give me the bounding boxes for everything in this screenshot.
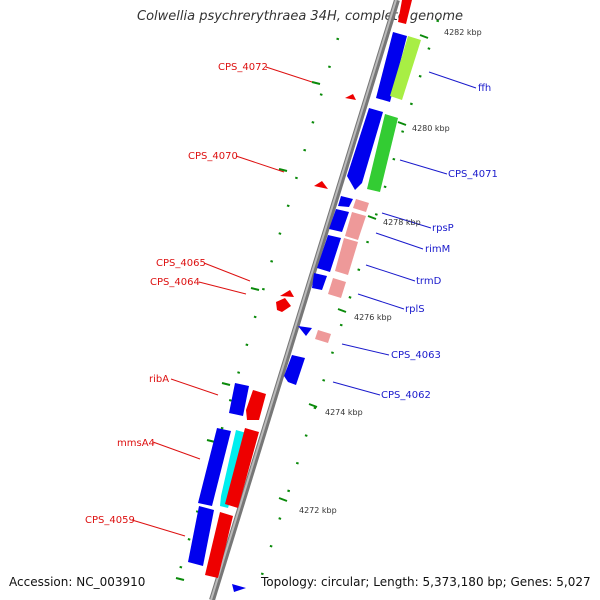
gene-cps4059	[205, 512, 233, 578]
gene-cps4062-cds	[284, 355, 305, 385]
accession-text: Accession: NC_003910	[9, 575, 146, 589]
gene-mmsa4-cds	[198, 428, 231, 506]
label-cps4071: CPS_4071	[448, 169, 498, 180]
gene-bottom-cds	[232, 584, 246, 592]
gene-top-red	[398, 0, 412, 24]
label-cps4072: CPS_4072	[218, 62, 268, 73]
marker-cps4072	[345, 94, 356, 100]
tick-major-marks	[175, 34, 429, 581]
label-cps4065: CPS_4065	[156, 258, 206, 269]
map-title: Colwellia psychrerythraea 34H, complete …	[137, 9, 463, 24]
gene-rimm	[345, 212, 366, 240]
gene-ffh-cds	[347, 108, 383, 190]
label-cps4070: CPS_4070	[188, 151, 238, 162]
label-rpsp: rpsP	[432, 223, 454, 234]
kbp-4282: 4282 kbp	[444, 28, 482, 37]
kbp-4278: 4278 kbp	[383, 218, 421, 227]
kbp-labels: 4282 kbp 4280 kbp 4278 kbp 4276 kbp 4274…	[299, 28, 482, 515]
marker-cps4064	[276, 298, 291, 312]
label-mmsa4: mmsA4	[117, 438, 155, 449]
gene-rpsp	[353, 199, 369, 212]
kbp-4280: 4280 kbp	[412, 124, 450, 133]
gene-rimm-cds	[329, 209, 349, 232]
gene-cps4059-cds	[188, 506, 214, 566]
label-rimm: rimM	[425, 244, 450, 255]
gene-cps4063	[315, 330, 331, 343]
gene-labels-right: ffh CPS_4071 rpsP rimM trmD rplS CPS_406…	[381, 83, 498, 401]
label-cps4059: CPS_4059	[85, 515, 135, 526]
genes-inner	[205, 0, 421, 578]
gene-cps4063-cds	[298, 326, 312, 336]
kbp-4276: 4276 kbp	[354, 313, 392, 322]
marker-cps4070	[314, 181, 328, 189]
gene-cps4071	[367, 114, 398, 192]
label-cps4062: CPS_4062	[381, 390, 431, 401]
callouts-right	[332, 71, 477, 396]
label-cps4064: CPS_4064	[150, 277, 200, 288]
marker-cps4065	[280, 290, 294, 297]
label-rpls: rplS	[405, 304, 425, 315]
backbone	[209, 0, 400, 600]
gene-labels-left: CPS_4072 CPS_4070 CPS_4065 CPS_4064 ribA…	[85, 62, 268, 526]
gene-riba-cds	[229, 383, 249, 416]
gene-rpls	[328, 278, 346, 298]
gene-trmd-cds	[317, 235, 341, 272]
gene-cps4073	[376, 32, 407, 102]
gene-trmd	[335, 238, 358, 275]
genes-blue	[188, 32, 407, 592]
gene-rpls-cds	[312, 273, 327, 290]
topology-text: Topology: circular; Length: 5,373,180 bp…	[261, 575, 591, 589]
kbp-4274: 4274 kbp	[325, 408, 363, 417]
rna-markers	[276, 94, 356, 312]
gene-ffh	[390, 36, 421, 100]
gene-red-long	[225, 428, 259, 508]
gene-riba	[246, 390, 266, 420]
label-trmd: trmD	[416, 276, 442, 287]
label-riba: ribA	[149, 374, 169, 385]
label-cps4063: CPS_4063	[391, 350, 441, 361]
callouts-left	[131, 66, 313, 537]
label-ffh: ffh	[478, 83, 491, 94]
kbp-4272: 4272 kbp	[299, 506, 337, 515]
gene-rpsp-cds	[338, 196, 353, 207]
